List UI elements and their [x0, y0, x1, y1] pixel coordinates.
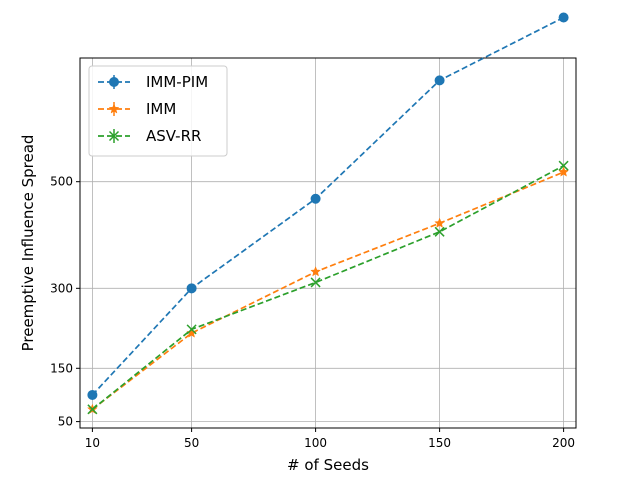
y-axis-label: Preemptive Influence Spread: [19, 135, 37, 352]
legend-label: IMM: [146, 100, 176, 118]
series-imm-pim: [87, 12, 569, 400]
plot-frame: [79, 57, 577, 429]
data-point-asv-rr: [434, 226, 445, 237]
legend-marker: [109, 77, 119, 87]
y-tick-label: 150: [50, 361, 73, 375]
legend-label: IMM-PIM: [146, 73, 208, 91]
y-axis-ticks: 50 150 300 500: [50, 175, 80, 429]
x-marker-stroke: [434, 226, 445, 237]
x-tick-label: 100: [304, 436, 327, 450]
legend-marker: [108, 130, 120, 142]
data-point-imm: [186, 327, 197, 338]
series-lines: [87, 12, 569, 415]
legend-entry-imm-pim: IMM-PIM: [98, 73, 208, 91]
legend-marker: [108, 103, 120, 114]
legend-entry-imm: IMM: [98, 100, 176, 118]
data-point-asv-rr: [87, 404, 98, 415]
series-line-imm: [91, 171, 564, 411]
x-marker-stroke: [310, 277, 321, 288]
data-point-imm: [434, 217, 445, 228]
legend-entry-asv-rr: ASV-RR: [98, 127, 201, 145]
x-tick-label: 200: [552, 436, 575, 450]
y-tick-label: 300: [50, 281, 73, 295]
series-asv-rr: [87, 160, 569, 415]
legend-box: [88, 65, 228, 157]
data-point-imm-pim: [558, 12, 569, 23]
x-marker-stroke: [558, 160, 569, 171]
data-point-imm-pim: [434, 75, 445, 86]
data-point-imm-pim: [310, 193, 321, 204]
y-tick-label: 500: [50, 175, 73, 189]
data-point-asv-rr: [186, 324, 197, 335]
x-tick-label: 10: [85, 436, 100, 450]
data-point-imm-pim: [186, 283, 197, 294]
x-marker-stroke: [87, 404, 98, 415]
y-tick-label: 50: [58, 415, 73, 429]
data-point-imm: [558, 166, 569, 177]
legend: IMM-PIM IMM ASV-RR: [88, 65, 228, 157]
x-axis-ticks: 10 50 100 150 200: [85, 428, 575, 450]
data-point-asv-rr: [558, 160, 569, 171]
series-imm: [87, 166, 569, 414]
x-marker-stroke: [186, 324, 197, 335]
data-point-asv-rr: [310, 277, 321, 288]
x-marker-stroke: [108, 130, 120, 142]
x-tick-label: 150: [428, 436, 451, 450]
series-line-asv-rr: [91, 164, 564, 411]
x-axis-label: # of Seeds: [287, 456, 369, 474]
data-point-imm-pim: [87, 389, 98, 400]
x-tick-label: 50: [184, 436, 199, 450]
legend-label: ASV-RR: [146, 127, 201, 145]
data-point-imm: [310, 266, 321, 277]
